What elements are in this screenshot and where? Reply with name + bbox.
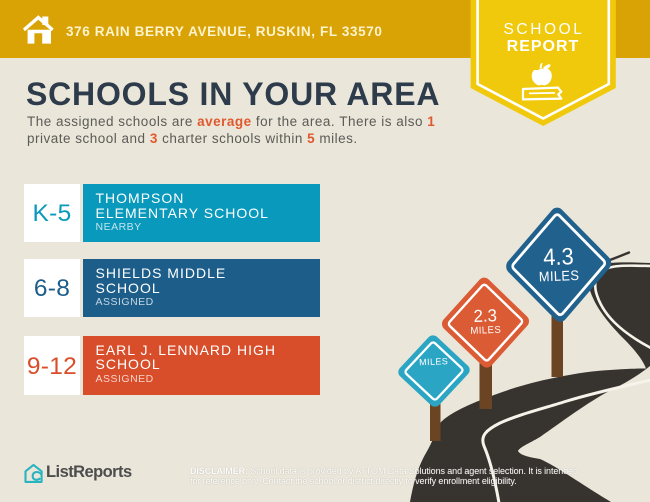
svg-text:SCHOOL: SCHOOL — [503, 21, 584, 38]
svg-text:REPORT: REPORT — [507, 38, 580, 55]
svg-text:MILES: MILES — [419, 356, 448, 367]
svg-text:MILES: MILES — [539, 267, 580, 284]
svg-text:MILES: MILES — [470, 325, 501, 337]
svg-text:4.3: 4.3 — [543, 242, 574, 270]
svg-text:2.3: 2.3 — [473, 306, 497, 326]
